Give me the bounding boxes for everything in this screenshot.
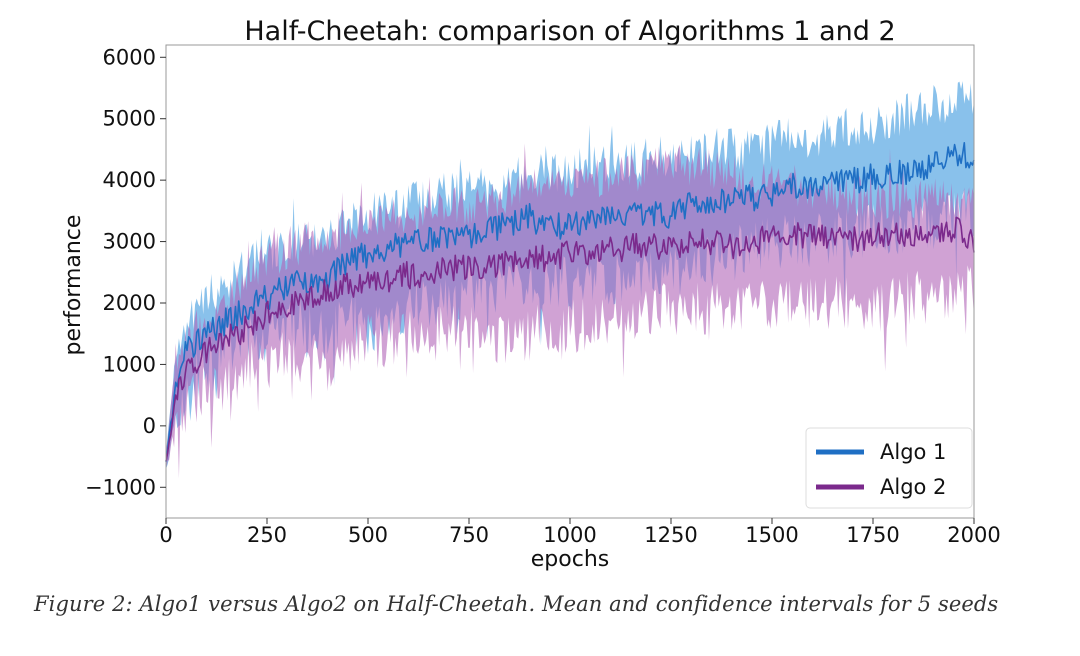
y-tick-label: −1000 xyxy=(85,475,156,499)
confidence-bands xyxy=(166,81,974,479)
mean-lines xyxy=(165,141,975,462)
y-axis-label: performance xyxy=(61,215,86,356)
figure-caption: Figure 2: Algo1 versus Algo2 on Half-Che… xyxy=(34,592,999,616)
x-tick-label: 1000 xyxy=(543,523,596,547)
y-tick-label: 2000 xyxy=(103,291,156,315)
mean-line-algo-2 xyxy=(165,216,975,462)
y-tick-label: 1000 xyxy=(103,352,156,376)
mean-line-algo-1 xyxy=(165,141,975,462)
x-tick-label: 750 xyxy=(449,523,489,547)
x-tick-label: 2000 xyxy=(947,523,1000,547)
legend-label-algo-2: Algo 2 xyxy=(880,475,946,499)
y-tick-label: 0 xyxy=(143,414,156,438)
y-tick-label: 5000 xyxy=(103,107,156,131)
y-tick-label: 6000 xyxy=(103,45,156,69)
x-axis-label: epochs xyxy=(531,547,609,572)
confidence-band-algo-2 xyxy=(166,143,974,479)
chart-title: Half-Cheetah: comparison of Algorithms 1… xyxy=(244,16,895,47)
x-tick-label: 1250 xyxy=(644,523,697,547)
x-axis: 0 250 500 750 1000 1250 1500 1750 2000 xyxy=(159,518,1001,547)
x-tick-label: 0 xyxy=(159,523,172,547)
x-tick-label: 250 xyxy=(247,523,287,547)
x-tick-label: 500 xyxy=(348,523,388,547)
x-tick-label: 1500 xyxy=(745,523,798,547)
y-axis: −1000 0 1000 2000 3000 4000 5000 6000 xyxy=(85,45,166,499)
legend: Algo 1 Algo 2 xyxy=(805,427,973,509)
chart: Half-Cheetah: comparison of Algorithms 1… xyxy=(61,16,1001,572)
y-tick-label: 4000 xyxy=(103,168,156,192)
legend-label-algo-1: Algo 1 xyxy=(880,440,946,464)
x-tick-label: 1750 xyxy=(846,523,899,547)
y-tick-label: 3000 xyxy=(103,230,156,254)
